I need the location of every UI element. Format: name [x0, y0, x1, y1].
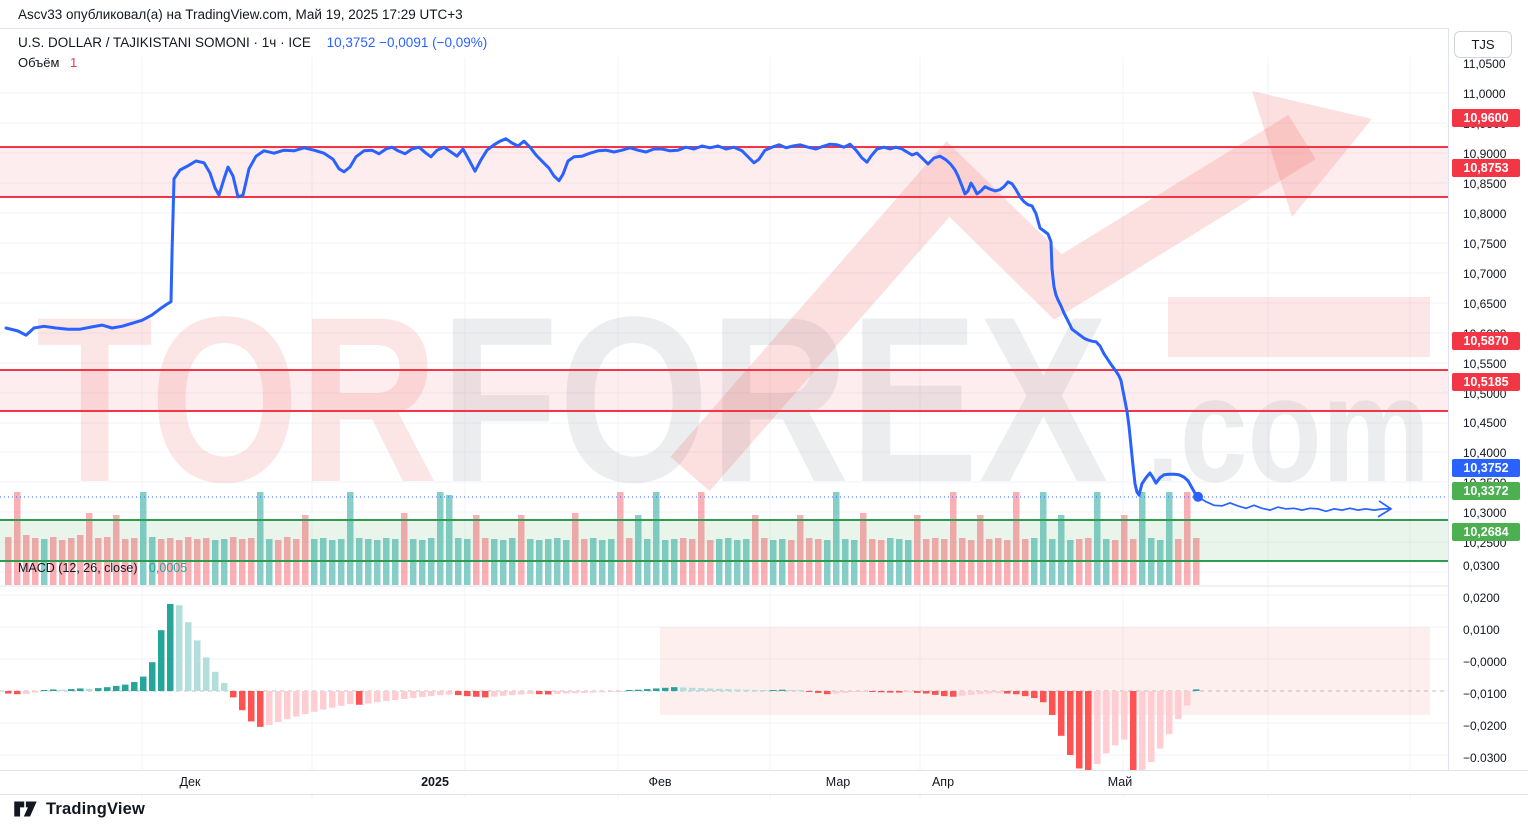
price-line [4, 137, 1200, 499]
tradingview-logo-icon[interactable] [14, 799, 39, 820]
macd-tick: −0,0200 [1463, 719, 1507, 733]
svg-text:TOR: TOR [36, 268, 438, 532]
resistance-price-label[interactable]: 10,5185 [1452, 373, 1520, 391]
time-tick: Фев [648, 775, 672, 789]
price-tick: 10,9000 [1463, 147, 1507, 161]
quote-values: 10,3752 −0,0091 (−0,09%) [326, 35, 488, 50]
time-tick: Май [1107, 775, 1133, 789]
projection-line [1197, 496, 1384, 513]
macd-histogram [5, 603, 1200, 775]
legend-row-volume: Объём 1 [18, 53, 487, 73]
macd-tick: −0.0300 [1463, 751, 1507, 765]
level-bands [0, 147, 1448, 561]
macd-tick: 0,0300 [1463, 559, 1500, 573]
resistance-price-label[interactable]: 10,5870 [1452, 332, 1520, 350]
gridlines [0, 57, 1448, 799]
svg-text:FOREX: FOREX [440, 268, 1108, 532]
macd-legend: MACD (12, 26, close) 0,0005 [18, 561, 187, 575]
svg-text:.com: .com [1146, 345, 1430, 513]
price-tick: 10,8000 [1463, 207, 1507, 221]
price-tick: 10,4000 [1463, 446, 1507, 460]
footer: TradingView [14, 799, 145, 820]
currency-button[interactable]: TJS [1454, 31, 1512, 58]
resistance-price-label[interactable]: 10,9600 [1452, 109, 1520, 127]
watermark: TOR FOREX .com [36, 91, 1430, 715]
publish-info: Ascv33 опубликовал(а) на TradingView.com… [18, 7, 463, 22]
chart-frame: TOR FOREX .com [0, 28, 1528, 799]
macd-tick: −0,0000 [1463, 655, 1507, 669]
time-tick: 2025 [421, 775, 449, 789]
support-price-label[interactable]: 10,2684 [1452, 523, 1520, 541]
volume-value: 1 [70, 55, 78, 70]
price-tick: 10,6500 [1463, 297, 1507, 311]
price-tick: 10,3000 [1463, 506, 1507, 520]
time-tick: Мар [825, 775, 851, 789]
price-tick: 11,0000 [1463, 87, 1506, 101]
macd-tick: 0,0200 [1463, 591, 1500, 605]
price-chart-canvas[interactable]: TOR FOREX .com [0, 57, 1448, 799]
chart-legend: U.S. DOLLAR / TAJIKISTANI SOMONI · 1ч · … [18, 33, 487, 73]
macd-indicator-label[interactable]: MACD (12, 26, close) [18, 561, 138, 575]
macd-value: 0,0005 [148, 561, 188, 575]
price-tick: 10,8500 [1463, 177, 1507, 191]
current-price-label: 10,3752 [1452, 459, 1520, 477]
level-lines[interactable] [0, 146, 1448, 562]
support-price-label[interactable]: 10,3372 [1452, 482, 1520, 500]
price-tick: 11,0500 [1463, 57, 1506, 71]
resistance-price-label[interactable]: 10,8753 [1452, 159, 1520, 177]
projection-arrow [1377, 500, 1393, 518]
price-tick: 10,4500 [1463, 416, 1507, 430]
symbol-title[interactable]: U.S. DOLLAR / TAJIKISTANI SOMONI · 1ч · … [18, 35, 311, 50]
price-tick: 10,5500 [1463, 357, 1507, 371]
price-axis[interactable]: TJS 11,050011,000010,950010,900010,85001… [1448, 28, 1528, 770]
legend-row-symbol: U.S. DOLLAR / TAJIKISTANI SOMONI · 1ч · … [18, 33, 487, 53]
price-tick: 10,7500 [1463, 237, 1507, 251]
price-tick: 10,7000 [1463, 267, 1507, 281]
macd-tick: −0,0100 [1463, 687, 1507, 701]
volume-indicator-label[interactable]: Объём [18, 55, 60, 70]
tradingview-logo-text[interactable]: TradingView [46, 800, 146, 818]
last-price-dot [1193, 491, 1203, 502]
time-axis[interactable]: Дек 2025 Фев Мар Апр Май [0, 770, 1528, 795]
time-tick: Апр [931, 775, 955, 789]
macd-tick: 0,0100 [1463, 623, 1500, 637]
time-tick: Дек [179, 775, 201, 789]
